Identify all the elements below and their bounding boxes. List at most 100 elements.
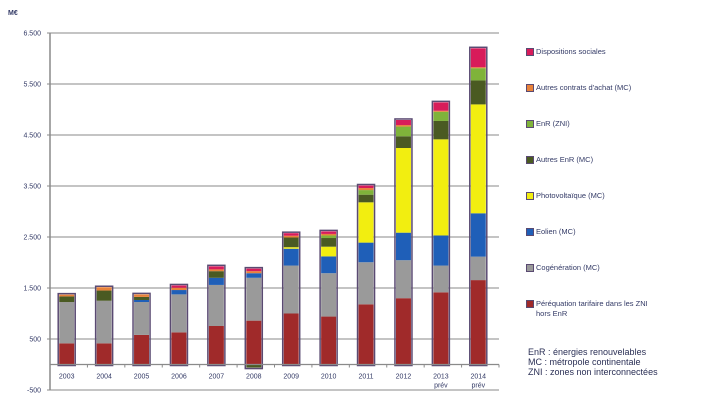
bar-segment [321,246,337,257]
bar-segment [171,287,187,291]
bar-segment [171,294,187,333]
note-enr: EnR : énergies renouvelables [528,347,647,357]
bar-stack-2013-prév [431,100,451,367]
bar-segment [358,202,374,243]
bar-segment [433,111,449,121]
y-tick-label: 5.500 [23,82,41,89]
y-tick-label: 3.500 [23,184,41,191]
y-tick-label: 1.500 [23,286,41,293]
bar-segment [96,287,112,291]
bar-segment [246,268,262,272]
bar-segment [395,136,411,149]
bar-segment [171,290,187,295]
legend-swatch [526,48,534,56]
bar-segment [246,364,262,368]
y-tick-label: 6.500 [23,31,41,38]
bar-segment [433,139,449,236]
legend-item: Dispositions sociales [526,47,696,57]
bar-segment [395,125,411,127]
bar-segment [283,235,299,238]
bar-segment [433,110,449,112]
x-tick-label: 2010 [321,374,337,381]
bar-segment [470,256,486,281]
bars [57,46,488,370]
bar-segment [321,273,337,317]
bar-outline [244,266,264,370]
bar-stack-2006 [169,283,189,367]
bar-segment [246,271,262,274]
y-axis: -500 500 1.500 2.500 3.500 4.500 5.500 6.500 [23,31,51,395]
x-tick-label: 2009 [283,374,299,381]
x-tick-label: 2007 [209,374,225,381]
bar-segment [208,266,224,270]
bar-segment [433,120,449,140]
bar-outline [169,283,189,367]
bar-segment [470,80,486,105]
legend-item: Autres EnR (MC) [526,155,696,165]
bar-segment [171,332,187,365]
note-mc: MC : métropole continentale [528,357,641,367]
bar-segment [470,67,486,69]
y-tick-label: 4.500 [23,133,41,140]
x-tick-label: 2006 [171,374,187,381]
bar-segment [321,233,337,236]
bar-stack-2010 [319,229,338,367]
bar-segment [358,194,374,203]
bar-segment [59,294,75,297]
x-tick-label: 2004 [96,374,112,381]
x-tick-label: prév [434,383,448,390]
bar-segment [470,213,486,257]
legend-label: Dispositions sociales [536,47,606,56]
bar-segment [59,302,75,344]
bar-segment [96,290,112,301]
bar-stack-2004 [94,285,114,367]
bar-segment [358,242,374,263]
x-tick-label: 2014 [471,374,487,381]
y-tick-label: 2.500 [23,235,41,242]
bar-segment [96,343,112,365]
bar-segment [208,271,224,278]
legend-item: Péréquation tarifaire dans les ZNI hors E… [526,299,696,319]
x-tick-label: 2012 [396,374,412,381]
bar-segment [395,119,411,126]
legend-label: Autres EnR (MC) [536,155,594,164]
bar-segment [283,233,299,236]
legend-item: Autres contrats d'achat (MC) [526,83,696,93]
bar-segment [246,320,262,365]
bar-segment [470,68,486,81]
bar-segment [395,260,411,299]
unit-label: M€ [8,10,18,17]
bar-segment [134,299,150,303]
legend-item: EnR (ZNI) [526,119,696,129]
bar-segment [283,247,299,249]
bar-stack-2009 [281,231,301,367]
x-tick-label: prév [471,383,485,390]
legend-label: EnR (ZNI) [536,119,570,128]
legend-item: Eolien (MC) [526,227,696,237]
legend-swatch [526,156,534,164]
bar-stack-2007 [207,264,226,367]
y-tick-label: -500 [27,388,41,395]
x-tick-label: 2008 [246,374,262,381]
legend-label: Eolien (MC) [536,227,576,236]
legend-label: Autres contrats d'achat (MC) [536,83,632,92]
bar-segment [96,300,112,344]
x-tick-label: 2013 [433,374,449,381]
bar-segment [321,231,337,234]
legend-swatch [526,84,534,92]
bar-segment [470,48,486,68]
bar-segment [470,104,486,214]
bar-segment [358,185,374,189]
bar-segment [321,316,337,365]
x-tick-label: 2011 [359,374,374,381]
bar-segment [59,343,75,365]
gridlines [47,32,499,391]
bar-segment [470,280,486,365]
bar-stack-2005 [132,292,151,367]
bar-segment [283,248,299,266]
bar-segment [395,126,411,137]
legend-label: Photovoltaïque (MC) [536,191,605,200]
bar-segment [246,273,262,278]
bar-stack-2012 [394,118,413,367]
bar-segment [358,188,374,191]
